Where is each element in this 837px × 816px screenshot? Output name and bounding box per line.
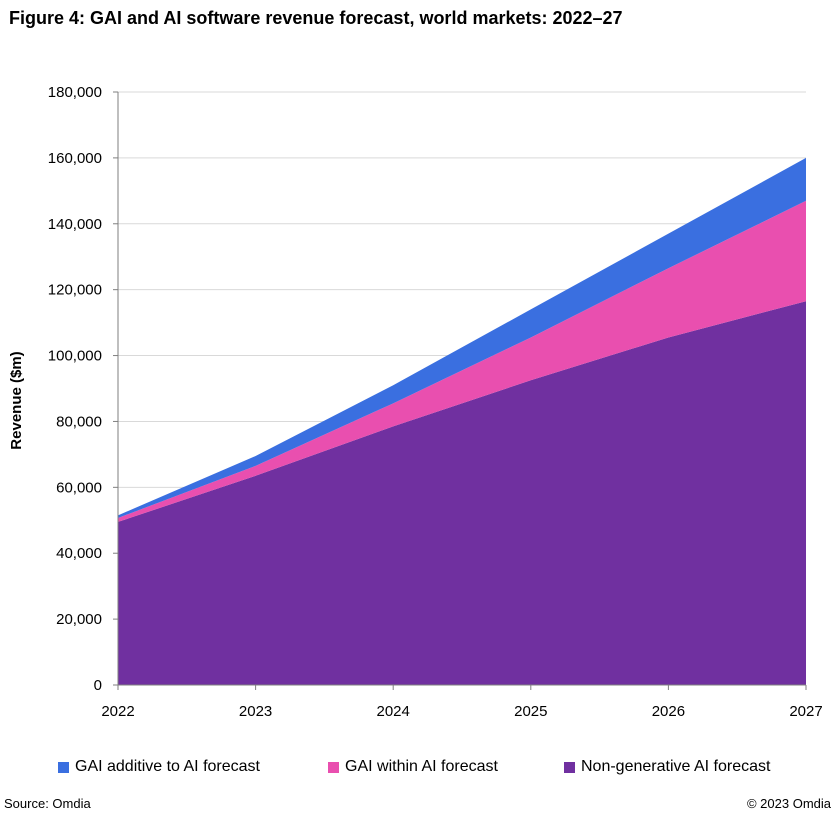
y-tick-label: 60,000	[56, 479, 102, 496]
axes	[113, 91, 807, 690]
source-note: Source: Omdia	[4, 796, 91, 811]
y-tick-labels: 0 20,000 40,000 60,000 80,000 100,000 120,000 1…	[48, 84, 102, 694]
x-tick-label: 2023	[239, 703, 272, 720]
legend-label: GAI additive to AI forecast	[75, 758, 260, 775]
y-tick-label: 120,000	[48, 282, 102, 299]
copyright-note: © 2023 Omdia	[746, 796, 831, 811]
x-tick-label: 2022	[101, 703, 134, 720]
chart-title: Figure 4: GAI and AI software revenue fo…	[9, 8, 623, 28]
x-tick-label: 2027	[789, 703, 822, 720]
x-tick-label: 2026	[652, 703, 685, 720]
y-tick-label: 20,000	[56, 611, 102, 628]
area-non-generative-ai-forecast	[118, 301, 806, 685]
y-tick-label: 140,000	[48, 216, 102, 233]
y-tick-label: 80,000	[56, 413, 102, 430]
legend-swatch	[58, 761, 69, 773]
area-series	[118, 157, 806, 685]
x-tick-labels: 2022 2023 2024 2025 2026 2027	[101, 703, 822, 720]
legend-swatch	[328, 761, 339, 773]
legend-item: GAI additive to AI forecast	[58, 758, 260, 776]
x-tick-label: 2025	[514, 703, 547, 720]
legend-item: Non-generative AI forecast	[564, 758, 770, 776]
y-axis-label: Revenue ($m)	[8, 351, 25, 449]
y-tick-label: 100,000	[48, 348, 102, 365]
y-tick-label: 180,000	[48, 84, 102, 101]
y-tick-label: 160,000	[48, 150, 102, 167]
legend-label: GAI within AI forecast	[345, 758, 498, 775]
legend-label: Non-generative AI forecast	[581, 758, 771, 775]
x-tick-label: 2024	[377, 703, 410, 720]
legend: GAI additive to AI forecast GAI within AI…	[0, 758, 837, 780]
legend-item: GAI within AI forecast	[328, 758, 498, 776]
y-tick-label: 0	[94, 677, 102, 694]
legend-swatch	[564, 761, 575, 773]
area-chart: 0 20,000 40,000 60,000 80,000 100,000 120,000 1…	[8, 84, 823, 720]
y-tick-label: 40,000	[56, 545, 102, 562]
